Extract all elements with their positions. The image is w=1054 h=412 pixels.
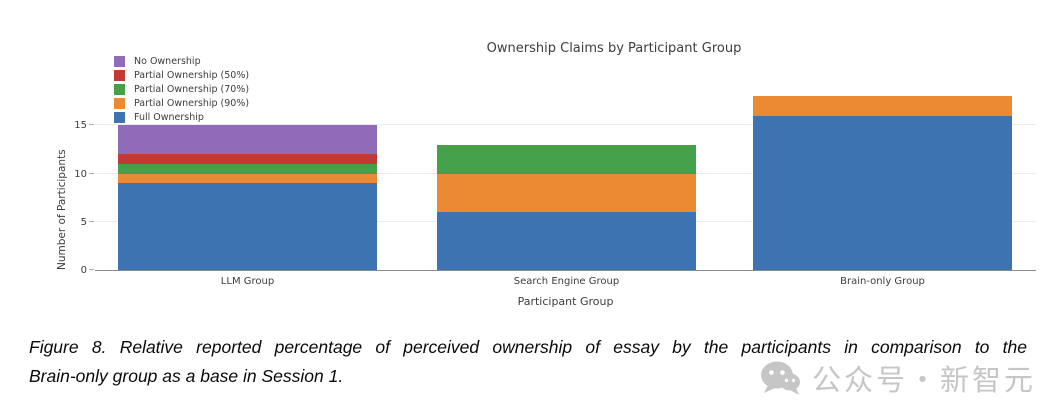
caption-line-1: Figure 8. Relative reported percentage o…: [29, 337, 1027, 357]
caption-line-2: Brain-only group as a base in Session 1.: [29, 366, 344, 386]
y-tick-mark-0: [89, 269, 94, 270]
bar-segment-full-ownership: [437, 212, 696, 270]
plot-area: 0 5 10 15: [74, 55, 1036, 276]
y-tick-label-10: 10: [74, 168, 87, 180]
y-tick-mark-5: [89, 220, 94, 222]
legend-item-partial-ownership-50-: Partial Ownership (50%): [114, 70, 249, 81]
bar-llm-group: [118, 125, 377, 270]
legend-item-full-ownership: Full Ownership: [114, 112, 249, 123]
gridline-y-15: [95, 124, 1036, 126]
y-tick-label-15: 15: [74, 120, 87, 132]
x-tick-label-brain-only-group: Brain-only Group: [840, 276, 925, 287]
figure-caption: Figure 8. Relative reported percentage o…: [29, 337, 1027, 387]
bar-segment-partial-ownership-50-: [118, 154, 377, 164]
bar-segment-partial-ownership-70-: [437, 144, 696, 174]
legend-label: No Ownership: [134, 56, 201, 67]
bar-segment-no-ownership: [118, 125, 377, 155]
y-tick-label-5: 5: [80, 216, 87, 228]
legend-label: Partial Ownership (90%): [134, 98, 250, 109]
x-axis-label: Participant Group: [517, 295, 614, 308]
bar-segment-partial-ownership-70-: [118, 163, 377, 174]
legend-item-no-ownership: No Ownership: [114, 56, 249, 67]
y-tick-mark-10: [89, 172, 94, 174]
legend-swatch-icon: [114, 70, 125, 81]
y-tick-label-0: 0: [80, 265, 87, 276]
legend-swatch-icon: [114, 84, 125, 95]
legend-item-partial-ownership-70-: Partial Ownership (70%): [114, 84, 249, 95]
legend-label: Partial Ownership (70%): [134, 84, 250, 95]
ownership-chart: Ownership Claims by Participant Group Nu…: [56, 41, 1036, 308]
legend-swatch-icon: [114, 98, 125, 109]
bar-segment-partial-ownership-90-: [437, 173, 696, 213]
legend-swatch-icon: [114, 112, 125, 123]
chart-legend: No Ownership Partial Ownership (50%) Parti…: [114, 56, 249, 123]
legend-item-partial-ownership-90-: Partial Ownership (90%): [114, 98, 249, 109]
bar-segment-partial-ownership-90-: [753, 96, 1012, 116]
wechat-icon: [761, 361, 800, 395]
watermark-text: 公众号・新智元: [812, 363, 1037, 397]
legend-swatch-icon: [114, 56, 125, 67]
bar-segment-partial-ownership-90-: [118, 173, 377, 184]
x-tick-label-llm-group: LLM Group: [220, 276, 275, 287]
legend-label: Partial Ownership (50%): [134, 70, 250, 81]
y-axis-label: Number of Participants: [56, 149, 68, 270]
chart-title: Ownership Claims by Participant Group: [486, 41, 742, 56]
watermark: 公众号・新智元: [758, 352, 1048, 404]
bar-segment-full-ownership: [753, 115, 1012, 270]
legend-label: Full Ownership: [134, 112, 204, 123]
bar-segment-full-ownership: [118, 183, 377, 270]
bar-brain-only-group: [753, 96, 1012, 270]
y-tick-mark-15: [89, 124, 94, 126]
x-tick-label-search-engine-group: Search Engine Group: [513, 276, 620, 287]
bar-search-engine-group: [437, 144, 696, 270]
